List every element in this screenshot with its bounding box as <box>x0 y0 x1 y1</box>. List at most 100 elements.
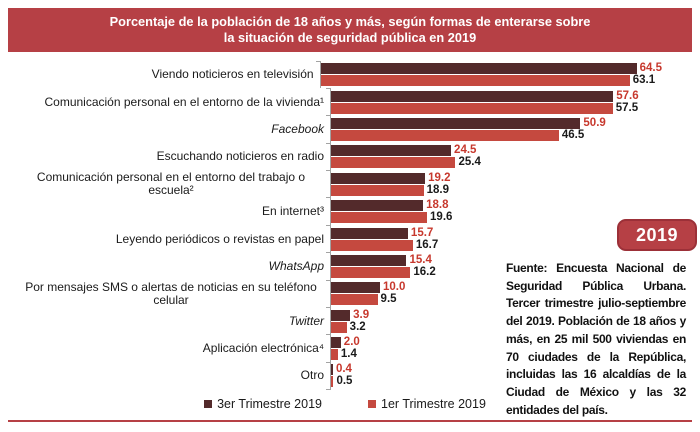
chart-row: En internet³ 18.8 19.6 <box>0 197 662 226</box>
plot-cell: 15.7 16.7 <box>326 224 662 253</box>
value-label: 16.2 <box>413 265 436 278</box>
category-label-cell: Por mensajes SMS o alertas de noticias e… <box>0 280 330 307</box>
year-badge: 2019 <box>617 219 697 251</box>
plot-cell: 57.6 57.5 <box>326 87 662 116</box>
chart-row: Comunicación personal en el entorno de l… <box>0 87 662 116</box>
bar-line: 16.7 <box>331 239 662 251</box>
chart-row: Viendo noticieros en televisión 64.5 63.1 <box>0 60 662 89</box>
bar-line: 50.9 <box>331 116 662 129</box>
bar-line: 19.2 <box>331 171 662 184</box>
bar-1er-trimestre <box>331 321 347 333</box>
category-label-cell: Twitter <box>0 308 330 335</box>
chart-row: Otro 0.4 0.5 <box>0 361 662 391</box>
value-label: 24.5 <box>454 144 477 157</box>
category-label: Viendo noticieros en televisión <box>151 67 314 82</box>
bar-3er-trimestre <box>331 337 341 349</box>
chart-legend: 3er Trimestre 2019 1er Trimestre 2019 <box>0 396 690 412</box>
category-label: Escuchando noticieros en radio <box>156 149 324 164</box>
source-note: Fuente: Encuesta Nacional de Seguridad P… <box>506 261 686 417</box>
bar-chart: Viendo noticieros en televisión 64.5 63.1 C… <box>0 60 662 391</box>
chart-row: Por mensajes SMS o alertas de noticias e… <box>0 279 662 308</box>
bar-1er-trimestre <box>331 349 338 361</box>
bar-3er-trimestre <box>331 227 408 239</box>
value-label: 64.5 <box>639 62 662 75</box>
legend-item-q3: 3er Trimestre 2019 <box>204 397 322 411</box>
bar-line: 10.0 <box>331 281 662 294</box>
chart-title-band: Porcentaje de la población de 18 años y … <box>8 8 692 52</box>
legend-label-q1: 1er Trimestre 2019 <box>381 397 486 411</box>
chart-row: Comunicación personal en el entorno del … <box>0 170 662 198</box>
bar-line: 18.8 <box>331 199 662 212</box>
bar-line: 57.5 <box>331 102 662 114</box>
value-label: 15.7 <box>410 226 434 239</box>
category-label-cell: Leyendo periódicos o revistas en papel <box>0 225 330 252</box>
bar-line: 63.1 <box>320 74 662 87</box>
plot-cell: 2.0 1.4 <box>326 334 662 363</box>
chart-row: Leyendo periódicos o revistas en papel 15… <box>0 224 662 253</box>
bar-line: 25.4 <box>331 156 662 169</box>
chart-title-line1: Porcentaje de la población de 18 años y … <box>109 14 591 29</box>
category-label-cell: Viendo noticieros en televisión <box>0 61 320 88</box>
category-label: Por mensajes SMS o alertas de noticias e… <box>25 279 317 307</box>
value-label: 3.9 <box>353 308 370 321</box>
plot-cell: 18.8 19.6 <box>326 197 662 226</box>
category-label: Comunicación personal en el entorno de l… <box>44 94 324 109</box>
category-label-cell: Escuchando noticieros en radio <box>0 143 330 170</box>
bar-3er-trimestre <box>331 364 333 376</box>
bar-line: 9.5 <box>331 293 662 306</box>
category-label: Leyendo periódicos o revistas en papel <box>115 231 324 246</box>
bar-line: 1.4 <box>331 348 662 361</box>
category-label: Comunicación personal en el entorno del … <box>36 170 306 198</box>
bar-3er-trimestre <box>331 254 407 266</box>
category-label: Otro <box>300 368 324 383</box>
plot-cell: 19.2 18.9 <box>326 170 662 198</box>
plot-cell: 50.9 46.5 <box>326 115 662 144</box>
bar-line: 15.4 <box>331 254 662 266</box>
category-label: Aplicación electrónica⁴ <box>202 341 324 356</box>
bar-line: 24.5 <box>331 144 662 157</box>
bottom-rule <box>8 420 692 422</box>
chart-row: Twitter 3.9 3.2 <box>0 307 662 335</box>
value-label: 57.6 <box>616 89 639 102</box>
plot-cell: 15.4 16.2 <box>326 252 662 281</box>
category-label: Facebook <box>271 121 324 136</box>
bar-line: 46.5 <box>331 128 662 141</box>
value-label: 0.5 <box>336 375 353 388</box>
bar-3er-trimestre <box>331 200 424 212</box>
value-label: 63.1 <box>632 74 656 87</box>
category-label: Twitter <box>288 313 324 328</box>
chart-row: Aplicación electrónica⁴ 2.0 1.4 <box>0 334 662 363</box>
value-label: 50.9 <box>583 116 606 129</box>
plot-cell: 0.4 0.5 <box>326 361 662 391</box>
bar-rows: Viendo noticieros en televisión 64.5 63.1 C… <box>0 60 662 391</box>
bar-line: 3.2 <box>331 321 662 333</box>
plot-cell: 24.5 25.4 <box>326 142 662 171</box>
legend-label-q3: 3er Trimestre 2019 <box>217 397 322 411</box>
value-label: 0.4 <box>335 363 352 376</box>
bar-3er-trimestre <box>331 309 351 321</box>
category-label: En internet³ <box>261 204 324 219</box>
value-label: 9.5 <box>380 293 397 306</box>
bar-3er-trimestre <box>331 172 426 184</box>
value-label: 18.8 <box>426 199 449 212</box>
bar-line: 64.5 <box>320 62 662 75</box>
category-label-cell: Comunicación personal en el entorno de l… <box>0 88 330 115</box>
value-label: 46.5 <box>561 128 585 141</box>
value-label: 1.4 <box>340 348 357 361</box>
value-label: 18.9 <box>426 183 449 196</box>
value-label: 19.6 <box>430 211 453 224</box>
bar-3er-trimestre <box>320 63 637 75</box>
legend-swatch-q3-icon <box>204 400 213 408</box>
bar-line: 16.2 <box>331 265 662 278</box>
value-label: 10.0 <box>383 281 406 294</box>
chart-row: Facebook 50.9 46.5 <box>0 115 662 144</box>
value-label: 2.0 <box>343 336 360 349</box>
bar-line: 18.9 <box>331 183 662 196</box>
value-label: 25.4 <box>458 156 481 169</box>
category-label: WhatsApp <box>268 258 324 273</box>
bar-3er-trimestre <box>331 117 581 129</box>
bar-line: 19.6 <box>331 211 662 224</box>
value-label: 19.2 <box>428 171 451 184</box>
bar-1er-trimestre <box>331 157 456 169</box>
bar-line: 15.7 <box>331 226 662 239</box>
